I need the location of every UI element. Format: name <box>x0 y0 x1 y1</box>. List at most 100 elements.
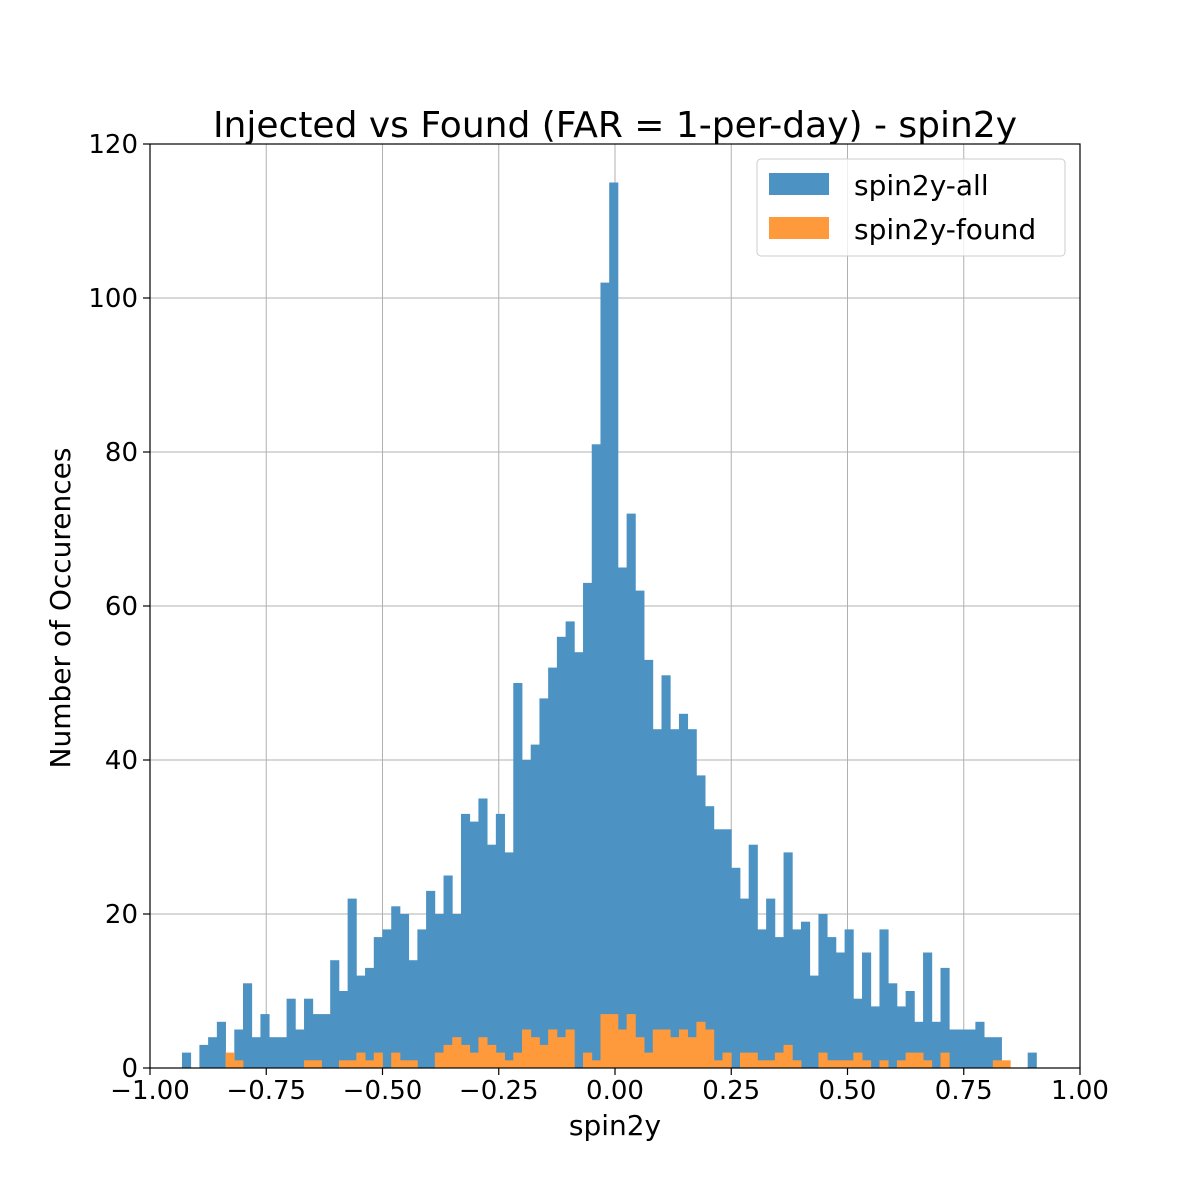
bar-spin2y-found <box>443 1044 453 1068</box>
y-tick-label: 20 <box>105 900 138 930</box>
bar-spin2y-found <box>739 1052 750 1068</box>
bar-spin2y-all <box>722 829 732 1068</box>
x-tick-label: −0.75 <box>226 1076 306 1106</box>
x-tick-label: 1.00 <box>1051 1076 1109 1106</box>
bar-spin2y-found <box>399 1060 410 1068</box>
bar-spin2y-all <box>234 1029 244 1068</box>
bar-spin2y-all <box>957 1029 968 1068</box>
bar-spin2y-all <box>583 582 593 1068</box>
bar-spin2y-all <box>504 852 514 1068</box>
bar-spin2y-all <box>469 821 479 1068</box>
bar-spin2y-all <box>391 906 401 1068</box>
legend-swatch-spin2y-all <box>769 173 829 195</box>
bar-spin2y-all <box>879 929 889 1068</box>
bar-spin2y-all <box>382 929 392 1068</box>
bar-spin2y-all <box>809 975 819 1068</box>
bar-spin2y-all <box>251 1037 261 1068</box>
bar-spin2y-found <box>600 1014 610 1068</box>
bar-spin2y-all <box>181 1052 192 1068</box>
bar-spin2y-found <box>757 1060 767 1068</box>
x-axis-title: spin2y <box>569 1109 661 1142</box>
x-tick-label: 0.00 <box>586 1076 644 1106</box>
bar-spin2y-found <box>565 1029 575 1068</box>
bar-spin2y-found <box>548 1029 558 1068</box>
bar-spin2y-all <box>548 667 558 1068</box>
y-axis-ticks: 0 20 40 60 80 100 120 <box>88 130 150 1084</box>
bar-spin2y-all <box>853 998 863 1068</box>
bar-spin2y-all <box>670 729 680 1068</box>
y-axis-title: Number of Occurences <box>44 448 77 769</box>
y-tick-label: 60 <box>105 592 138 622</box>
bar-spin2y-all <box>818 914 828 1068</box>
bar-spin2y-all <box>739 898 750 1068</box>
x-tick-label: −1.00 <box>110 1076 190 1106</box>
bar-spin2y-found <box>835 1060 845 1068</box>
y-tick-label: 80 <box>105 438 138 468</box>
bar-spin2y-found <box>635 1037 645 1068</box>
bar-spin2y-found <box>818 1052 828 1068</box>
x-tick-label: 0.50 <box>819 1076 877 1106</box>
bar-spin2y-all <box>417 929 427 1068</box>
y-tick-label: 0 <box>121 1054 138 1084</box>
bar-spin2y-found <box>347 1060 357 1068</box>
bar-spin2y-all <box>687 729 697 1068</box>
series-spin2y-all <box>181 182 1037 1069</box>
bar-spin2y-found <box>356 1052 366 1068</box>
bar-spin2y-found <box>365 1060 375 1068</box>
bar-spin2y-found <box>827 1060 837 1068</box>
bar-spin2y-all <box>356 975 366 1068</box>
bar-spin2y-all <box>600 282 610 1069</box>
bar-spin2y-all <box>513 683 523 1068</box>
bar-spin2y-all <box>295 1029 305 1068</box>
bar-spin2y-all <box>495 813 505 1068</box>
bar-spin2y-all <box>835 952 845 1068</box>
bar-spin2y-all <box>975 1021 985 1068</box>
bar-spin2y-all <box>556 636 566 1068</box>
bar-spin2y-all <box>757 929 767 1068</box>
bar-spin2y-all <box>783 852 793 1068</box>
bar-spin2y-all <box>365 967 375 1068</box>
bar-spin2y-found <box>992 1060 1002 1068</box>
bar-spin2y-all <box>591 444 601 1068</box>
x-tick-label: −0.25 <box>459 1076 539 1106</box>
legend-box <box>756 158 1066 257</box>
bar-spin2y-found <box>539 1044 549 1068</box>
bar-spin2y-found <box>513 1052 523 1068</box>
bar-spin2y-all <box>844 929 854 1068</box>
bar-spin2y-all <box>992 1037 1002 1068</box>
bar-spin2y-all <box>984 1037 994 1068</box>
bar-spin2y-found <box>923 1060 933 1068</box>
bar-spin2y-found <box>530 1037 540 1068</box>
bar-spin2y-all <box>574 652 584 1068</box>
bar-spin2y-all <box>870 1006 880 1068</box>
bar-spin2y-all <box>286 998 296 1068</box>
bar-spin2y-found <box>914 1052 924 1068</box>
bar-spin2y-found <box>766 1060 776 1068</box>
bar-spin2y-found <box>774 1052 784 1068</box>
bar-spin2y-found <box>748 1052 758 1068</box>
bar-spin2y-found <box>652 1029 662 1068</box>
bar-spin2y-all <box>434 914 444 1068</box>
bar-spin2y-found <box>469 1052 479 1068</box>
bar-spin2y-all <box>801 921 811 1068</box>
bar-spin2y-found <box>609 1014 619 1068</box>
bar-spin2y-all <box>827 937 837 1068</box>
bar-spin2y-all <box>373 937 383 1068</box>
bar-spin2y-all <box>678 713 689 1068</box>
bar-spin2y-all <box>399 914 410 1068</box>
bar-spin2y-all <box>705 806 715 1068</box>
bar-spin2y-found <box>591 1060 601 1068</box>
bar-spin2y-found <box>391 1052 401 1068</box>
y-tick-label: 100 <box>88 284 138 314</box>
bar-spin2y-found <box>670 1037 680 1068</box>
bar-spin2y-found <box>312 1060 322 1068</box>
bar-spin2y-found <box>373 1052 383 1068</box>
bar-spin2y-found <box>225 1052 235 1068</box>
bar-spin2y-found <box>452 1037 462 1068</box>
bar-spin2y-found <box>460 1044 471 1068</box>
bar-spin2y-found <box>487 1044 497 1068</box>
bar-spin2y-found <box>644 1052 654 1068</box>
bar-spin2y-all <box>766 898 776 1068</box>
bar-spin2y-all <box>914 1021 924 1068</box>
bar-spin2y-all <box>452 914 462 1068</box>
